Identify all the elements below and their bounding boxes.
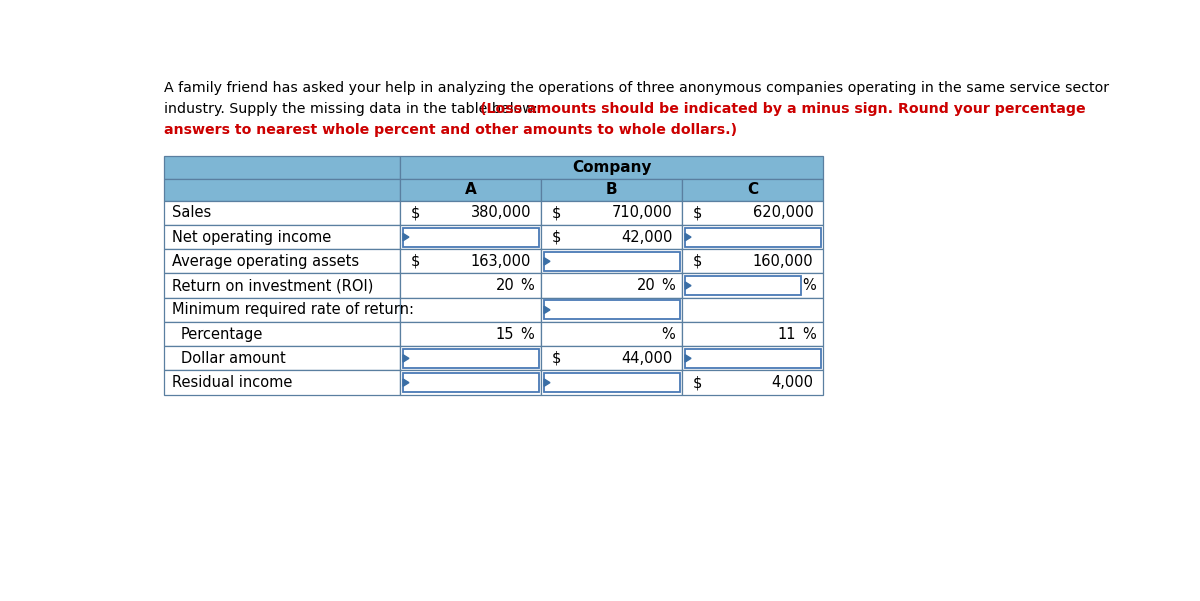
Bar (401, 201, 541, 225)
Text: Return on investment (ROI): Return on investment (ROI) (172, 278, 373, 293)
Bar (683, 225, 823, 249)
Bar (401, 346, 541, 370)
Text: C: C (748, 183, 758, 198)
Bar (403, 373, 539, 392)
Text: 4,000: 4,000 (772, 375, 814, 390)
Text: 620,000: 620,000 (752, 206, 814, 221)
Text: 710,000: 710,000 (612, 206, 672, 221)
Bar (401, 249, 541, 273)
Text: Dollar amount: Dollar amount (181, 351, 286, 366)
Bar (541, 322, 683, 346)
Text: B: B (606, 183, 618, 198)
Bar (683, 370, 823, 395)
Bar (164, 201, 401, 225)
Bar (164, 179, 401, 201)
Bar (401, 179, 541, 201)
Bar (403, 228, 539, 246)
Polygon shape (544, 379, 550, 386)
Text: $: $ (552, 230, 560, 245)
Text: answers to nearest whole percent and other amounts to whole dollars.): answers to nearest whole percent and oth… (164, 123, 737, 137)
Text: $: $ (552, 206, 560, 221)
Bar (164, 346, 401, 370)
Text: 160,000: 160,000 (752, 254, 814, 269)
Bar (541, 370, 683, 395)
Text: $: $ (410, 254, 420, 269)
Bar (401, 370, 541, 395)
Text: %: % (520, 326, 534, 341)
Text: %: % (661, 326, 674, 341)
Bar (164, 297, 401, 322)
Bar (541, 225, 683, 249)
Bar (683, 201, 823, 225)
Bar (401, 273, 541, 297)
Polygon shape (685, 355, 691, 362)
Text: 42,000: 42,000 (620, 230, 672, 245)
Text: Company: Company (572, 160, 652, 175)
Text: Minimum required rate of return:: Minimum required rate of return: (172, 302, 414, 317)
Bar (541, 297, 683, 322)
Text: 11: 11 (778, 326, 797, 341)
Polygon shape (544, 258, 550, 265)
Bar (685, 276, 800, 295)
Polygon shape (403, 355, 409, 362)
Bar (541, 179, 683, 201)
Bar (541, 249, 683, 273)
Bar (541, 273, 683, 297)
Bar (683, 346, 823, 370)
Bar (164, 370, 401, 395)
Polygon shape (403, 233, 409, 241)
Text: %: % (802, 278, 816, 293)
Bar (683, 273, 823, 297)
Text: A family friend has asked your help in analyzing the operations of three anonymo: A family friend has asked your help in a… (164, 81, 1109, 94)
Bar (401, 156, 823, 179)
Bar (683, 322, 823, 346)
Text: 15: 15 (496, 326, 515, 341)
Bar (403, 349, 539, 368)
Bar (541, 346, 683, 370)
Text: $: $ (692, 206, 702, 221)
Bar (683, 297, 823, 322)
Bar (683, 249, 823, 273)
Bar (544, 300, 679, 319)
Bar (164, 156, 401, 179)
Bar (685, 349, 821, 368)
Text: Sales: Sales (172, 206, 211, 221)
Text: $: $ (692, 254, 702, 269)
Text: 44,000: 44,000 (622, 351, 672, 366)
Text: $: $ (410, 206, 420, 221)
Polygon shape (544, 306, 550, 314)
Text: Net operating income: Net operating income (172, 230, 331, 245)
Text: $: $ (692, 375, 702, 390)
Bar (683, 179, 823, 201)
Text: 163,000: 163,000 (470, 254, 532, 269)
Bar (541, 201, 683, 225)
Text: 380,000: 380,000 (470, 206, 532, 221)
Text: industry. Supply the missing data in the table below:: industry. Supply the missing data in the… (164, 102, 542, 116)
Text: Residual income: Residual income (172, 375, 292, 390)
Text: 20: 20 (496, 278, 515, 293)
Bar (164, 249, 401, 273)
Text: %: % (661, 278, 674, 293)
Text: A: A (464, 183, 476, 198)
Polygon shape (685, 233, 691, 241)
Text: 20: 20 (636, 278, 655, 293)
Bar (401, 225, 541, 249)
Bar (685, 228, 821, 246)
Text: %: % (520, 278, 534, 293)
Bar (164, 273, 401, 297)
Polygon shape (403, 379, 409, 386)
Text: Percentage: Percentage (181, 326, 263, 341)
Text: Average operating assets: Average operating assets (172, 254, 359, 269)
Bar (544, 252, 679, 271)
Bar (544, 373, 679, 392)
Text: %: % (802, 326, 816, 341)
Text: (Loss amounts should be indicated by a minus sign. Round your percentage: (Loss amounts should be indicated by a m… (480, 102, 1086, 116)
Text: $: $ (552, 351, 560, 366)
Bar (164, 322, 401, 346)
Bar (401, 297, 541, 322)
Bar (164, 225, 401, 249)
Bar (401, 322, 541, 346)
Polygon shape (685, 282, 691, 289)
